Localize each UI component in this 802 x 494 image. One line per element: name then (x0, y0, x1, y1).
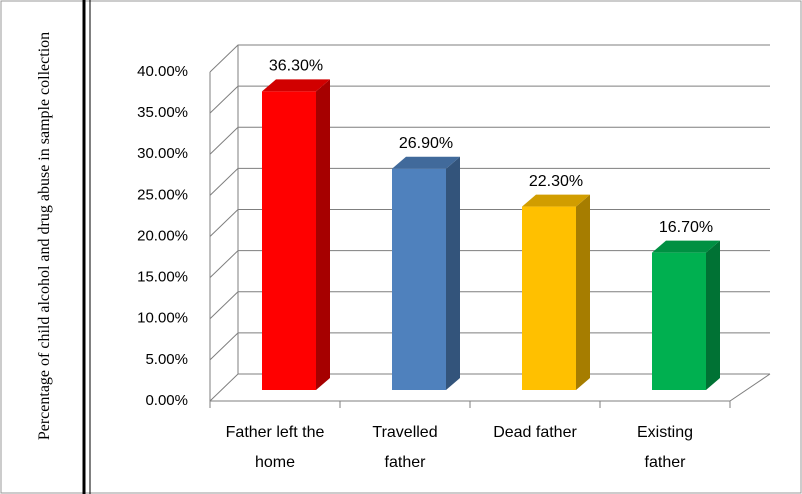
bar-top (652, 240, 720, 253)
grid-line (209, 291, 770, 320)
bar-side (576, 194, 590, 390)
y-tick-label: 5.00% (145, 351, 188, 368)
y-tick-label: 15.00% (137, 269, 188, 286)
value-label: 26.90% (399, 135, 453, 152)
grid-line (209, 85, 770, 114)
value-label: 36.30% (269, 58, 323, 75)
bar-top (522, 194, 590, 207)
grid-line (209, 126, 770, 155)
bar-top (262, 79, 330, 92)
x-tick-label: Father left the home (225, 424, 325, 471)
grid-line (209, 373, 770, 402)
bar (652, 252, 706, 390)
value-label: 22.30% (529, 173, 583, 190)
grid-line (209, 167, 770, 196)
y-tick-label: 20.00% (137, 227, 188, 244)
bar-side (706, 240, 720, 390)
y-axis-label: Percentage of child alcohol and drug abu… (36, 31, 53, 441)
grid-line (209, 332, 770, 361)
grid-line (209, 250, 770, 278)
y-tick-label: 10.00% (137, 310, 188, 327)
value-label: 16.70% (659, 219, 713, 236)
x-tick-label: Existing father (636, 424, 694, 471)
bar-side (316, 79, 330, 391)
grid-line (209, 44, 770, 73)
bar-top (392, 156, 460, 169)
bar (522, 206, 576, 390)
x-tick-label: Travelled father (372, 424, 438, 471)
y-tick-label: 30.00% (137, 145, 188, 162)
x-tick-label: Dead father (493, 424, 577, 441)
y-tick-label: 25.00% (137, 186, 188, 203)
y-tick-label: 40.00% (137, 63, 188, 80)
bar (392, 168, 446, 390)
bar (262, 91, 316, 391)
y-tick-label: 35.00% (137, 104, 188, 121)
bar-side (446, 156, 460, 390)
grid-line (209, 209, 770, 237)
y-tick-label: 0.00% (145, 392, 188, 409)
